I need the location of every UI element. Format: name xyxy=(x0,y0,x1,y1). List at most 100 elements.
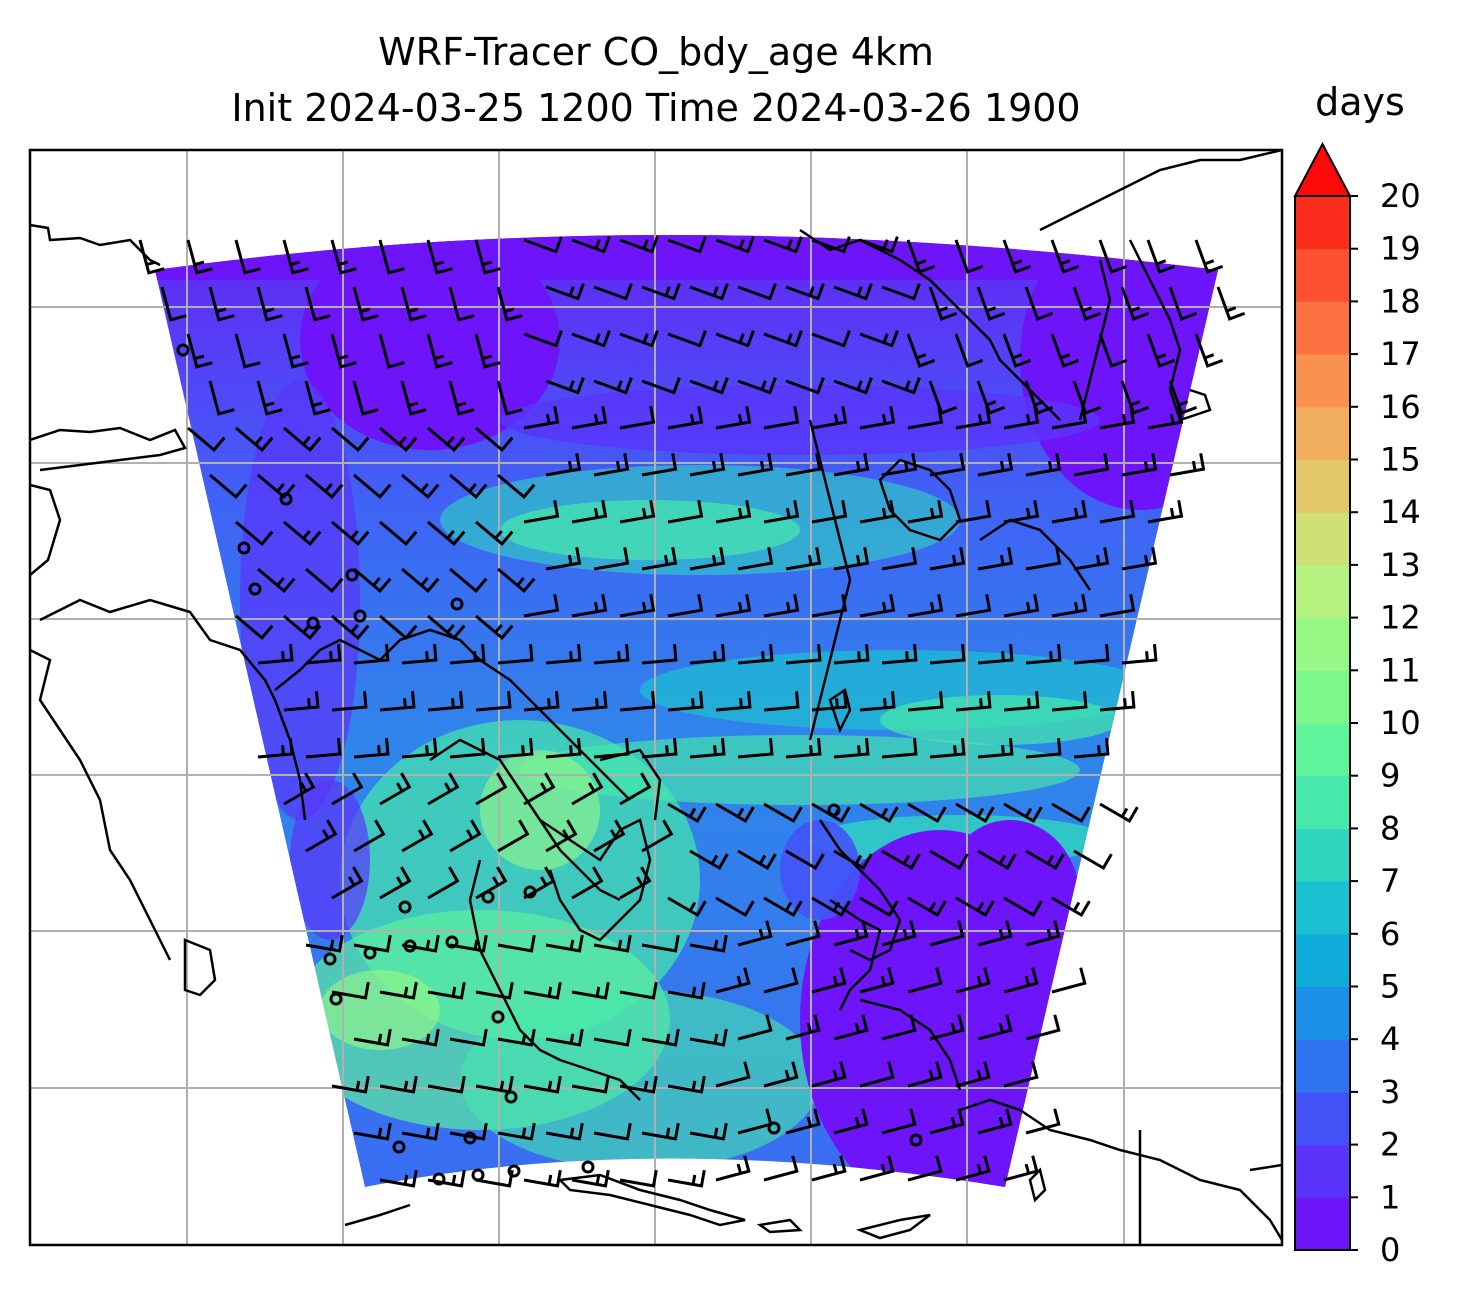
colorbar-units-label: days xyxy=(1315,80,1405,124)
wind-barb xyxy=(833,453,870,477)
wind-barb xyxy=(785,377,825,395)
wind-barb xyxy=(1072,286,1102,321)
wind-barb xyxy=(929,737,966,759)
wind-barb xyxy=(955,1155,991,1182)
wind-barb xyxy=(401,473,440,500)
wind-barb xyxy=(448,286,475,322)
wind-barb xyxy=(785,849,825,871)
wind-barb xyxy=(1072,380,1102,415)
wind-barb xyxy=(976,286,1006,321)
wind-barb xyxy=(763,690,800,712)
wind-barb xyxy=(1002,333,1032,368)
wind-barb xyxy=(859,690,896,712)
wind-barb xyxy=(523,981,562,1000)
wind-barb xyxy=(977,920,1013,947)
wind-barb xyxy=(619,981,658,1000)
wind-barb xyxy=(475,426,514,453)
wind-barb xyxy=(907,1155,943,1182)
wind-barb xyxy=(715,1061,751,1088)
wind-barb xyxy=(283,772,316,806)
wind-barb xyxy=(689,377,729,395)
wind-barb xyxy=(1051,896,1091,918)
coastlines xyxy=(30,150,1282,1245)
wind-barb xyxy=(523,1075,562,1094)
wind-barb xyxy=(331,1075,370,1094)
wind-barb xyxy=(475,690,512,712)
wind-barb xyxy=(1003,1061,1039,1088)
wind-barb xyxy=(641,1122,680,1141)
wind-barb xyxy=(138,239,165,275)
wind-barb xyxy=(449,567,488,594)
colorbar-tick-label: 11 xyxy=(1380,651,1421,689)
calm-wind-circle xyxy=(507,1164,521,1178)
wind-barb xyxy=(833,920,869,947)
wind-barb xyxy=(641,643,678,665)
wind-barb xyxy=(977,849,1017,871)
wind-barb xyxy=(305,737,342,759)
colorbar-tick-label: 18 xyxy=(1380,282,1421,320)
wind-barb xyxy=(235,614,274,641)
wind-barb xyxy=(1025,920,1061,947)
wind-barb xyxy=(811,967,847,994)
wind-barb xyxy=(379,520,418,547)
wind-barb xyxy=(257,737,294,759)
wind-barb xyxy=(449,819,482,853)
colorbar-segment xyxy=(1295,196,1350,250)
colorbar-tick-label: 1 xyxy=(1380,1178,1400,1216)
wind-barb xyxy=(619,866,652,900)
wind-barb xyxy=(667,236,707,254)
wind-barb xyxy=(571,981,610,1000)
wind-barb xyxy=(352,380,379,416)
wind-barb xyxy=(881,1014,917,1041)
wind-barbs xyxy=(138,236,1246,1188)
wind-barb xyxy=(667,896,707,918)
wind-barb xyxy=(523,500,560,524)
wind-barb xyxy=(859,967,895,994)
wind-barb xyxy=(785,643,822,665)
wind-barb xyxy=(497,737,534,759)
wind-barb xyxy=(353,934,392,953)
wind-barb xyxy=(331,772,364,806)
wind-barb xyxy=(811,1061,847,1088)
wind-barb xyxy=(1025,453,1062,477)
wind-barb xyxy=(1146,333,1176,368)
wind-barb xyxy=(881,737,918,759)
wind-barb xyxy=(427,772,460,806)
wind-barb xyxy=(811,1155,847,1182)
map-title-line2: Init 2024-03-25 1200 Time 2024-03-26 190… xyxy=(231,86,1081,130)
wind-barb xyxy=(1051,594,1088,618)
wind-barb xyxy=(1194,239,1224,274)
wind-barb xyxy=(859,236,899,254)
wind-barb xyxy=(497,1028,536,1047)
wind-barb xyxy=(641,547,678,571)
wind-barb xyxy=(929,849,969,871)
wind-barb xyxy=(928,286,958,321)
wind-barb xyxy=(977,737,1014,759)
calm-wind-circle xyxy=(581,1160,595,1174)
wind-barb xyxy=(1073,547,1110,571)
wind-barb xyxy=(571,866,604,900)
wind-barb xyxy=(907,802,947,824)
wind-barb xyxy=(667,594,704,618)
calm-wind-circle xyxy=(392,1140,406,1154)
wind-barb xyxy=(593,377,633,395)
wind-barb xyxy=(475,772,508,806)
wind-barb xyxy=(1003,406,1040,430)
wind-barb xyxy=(1025,737,1062,759)
wind-barb xyxy=(929,643,966,665)
wind-barb xyxy=(763,406,800,430)
wind-barb xyxy=(737,453,774,477)
wind-barb xyxy=(427,520,466,547)
wind-barb xyxy=(427,614,466,641)
wind-barb xyxy=(1121,547,1158,571)
wind-barb xyxy=(379,690,416,712)
wind-barb xyxy=(378,333,405,369)
wind-barb xyxy=(859,406,896,430)
wind-barb xyxy=(497,473,536,500)
calm-wind-circle xyxy=(398,900,412,914)
wind-barb xyxy=(305,643,342,665)
wind-barb xyxy=(593,453,630,477)
colorbar-segment xyxy=(1295,301,1350,355)
wind-barb xyxy=(427,866,460,900)
wind-barb xyxy=(379,1075,418,1094)
